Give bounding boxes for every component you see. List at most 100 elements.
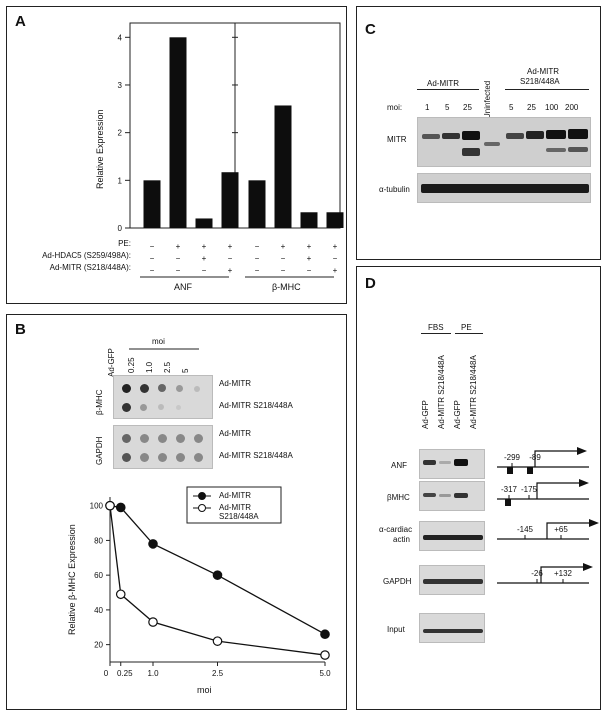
group-ad-mitr: Ad-MITR bbox=[427, 79, 459, 88]
sign-mark: − bbox=[176, 266, 181, 275]
sign-mark: − bbox=[255, 242, 260, 251]
western-tubulin bbox=[417, 173, 591, 203]
arrowhead bbox=[589, 519, 599, 527]
sign-mark: + bbox=[228, 242, 233, 251]
y-tick-label-a: 3 bbox=[118, 81, 123, 90]
panel-a-ylabel: Relative Expression bbox=[95, 109, 105, 189]
group-label-anf: ANF bbox=[174, 282, 192, 292]
x-tick-label-b: 1.0 bbox=[147, 669, 159, 678]
legend-marker-filled bbox=[198, 492, 206, 500]
row-label-pe: PE: bbox=[118, 239, 131, 248]
sign-mark: − bbox=[333, 254, 338, 263]
moi-25b: 25 bbox=[527, 103, 536, 112]
panel-a: A 0 1 2 3 4 − − − + − − + + − + − + − − − + − − + + − + − + Relative… bbox=[6, 6, 347, 304]
moi-5b: 5 bbox=[509, 103, 514, 112]
tss-arrow bbox=[534, 450, 577, 467]
promoter-diagrams: -299 -89 -317 -175 -145 +65 -26 +132 bbox=[497, 447, 599, 584]
sign-mark: − bbox=[281, 254, 286, 263]
x-tick-label-b: 0.25 bbox=[117, 669, 133, 678]
group-fbs: FBS bbox=[428, 323, 444, 332]
sign-mark: + bbox=[307, 242, 312, 251]
panel-b-xlabel: moi bbox=[197, 685, 212, 695]
panel-b-ylabel: Relative β-MHC Expression bbox=[67, 524, 77, 635]
series-line-mitr bbox=[109, 505, 326, 635]
sign-mark: + bbox=[202, 242, 207, 251]
group-ad-mitr-mut-b: S218/448A bbox=[520, 77, 560, 86]
sign-mark: + bbox=[202, 254, 207, 263]
row-d-anf: ANF bbox=[391, 461, 407, 470]
sign-mark: − bbox=[202, 266, 207, 275]
moi-200: 200 bbox=[565, 103, 579, 112]
row-d-input: Input bbox=[387, 625, 405, 634]
gel-bmhc bbox=[419, 481, 485, 511]
y-tick-label-b: 100 bbox=[90, 502, 104, 511]
bar-bmhc bbox=[326, 212, 344, 228]
sign-mark: − bbox=[255, 254, 260, 263]
bar-bmhc bbox=[274, 105, 292, 228]
sign-mark: − bbox=[176, 254, 181, 263]
gel-input bbox=[419, 613, 485, 643]
group-ad-mitr-mut-a: Ad-MITR bbox=[527, 67, 559, 76]
point-mitr-mut bbox=[148, 617, 158, 627]
panel-d-label: D bbox=[365, 275, 376, 292]
panel-a-bar-chart: 0 1 2 3 4 − − − + − − + + − + − + − − − + − − + + − + − + bbox=[118, 22, 344, 278]
actin-box bbox=[546, 522, 593, 539]
position-label: +132 bbox=[554, 569, 573, 578]
y-tick-label-b: 20 bbox=[94, 641, 103, 650]
point-mitr-mut bbox=[212, 636, 223, 646]
point-mitr bbox=[148, 539, 158, 549]
row-d-actin-1: α-cardiac bbox=[379, 525, 413, 534]
dot-blot-gapdh bbox=[113, 425, 213, 469]
bar-bmhc bbox=[300, 212, 318, 228]
tss-arrow bbox=[540, 566, 583, 583]
position-label: -175 bbox=[521, 485, 538, 494]
gel-actin bbox=[419, 521, 485, 551]
moi-1: 1 bbox=[425, 103, 430, 112]
arrowhead bbox=[583, 563, 593, 571]
panel-b-line-chart: 20 40 60 80 100 0 0.25 1.0 2.5 5.0 bbox=[90, 348, 331, 678]
regulatory-element bbox=[505, 499, 511, 506]
legend-mitr-mut-b: S218/448A bbox=[219, 512, 259, 521]
sign-mark: + bbox=[176, 242, 181, 251]
y-tick-label-a: 2 bbox=[118, 129, 123, 138]
y-tick-label-b: 60 bbox=[94, 571, 103, 580]
sign-mark: + bbox=[333, 242, 338, 251]
panel-c: C Ad-MITR Ad-MITR S218/448A Uninfected m… bbox=[356, 6, 601, 260]
moi-prefix: moi: bbox=[387, 103, 403, 112]
row-d-bmhc: βMHC bbox=[387, 493, 410, 502]
gel-anf bbox=[419, 449, 485, 479]
moi-100: 100 bbox=[545, 103, 559, 112]
regulatory-element bbox=[507, 467, 513, 474]
series-line-mitr-mut bbox=[109, 505, 326, 656]
legend-marker-open bbox=[198, 504, 206, 512]
y-tick-label-a: 4 bbox=[118, 33, 123, 42]
arrowhead bbox=[579, 479, 589, 487]
row-label-hdac5: Ad-HDAC5 (S259/498A): bbox=[42, 251, 131, 260]
point-mitr bbox=[115, 502, 126, 513]
bar-bmhc bbox=[248, 180, 266, 228]
legend-mitr-mut-a: Ad-MITR bbox=[219, 503, 251, 512]
x-tick-label-b: 0 bbox=[104, 669, 109, 678]
sign-mark: + bbox=[333, 266, 338, 275]
moi-header: moi bbox=[152, 337, 165, 346]
blot-row-mitr-mut-2: Ad-MITR S218/448A bbox=[219, 451, 293, 460]
x-tick-label-b: 2.5 bbox=[212, 669, 224, 678]
sign-mark: + bbox=[307, 254, 312, 263]
sign-mark: − bbox=[150, 242, 155, 251]
moi-25a: 25 bbox=[463, 103, 472, 112]
row-mitr: MITR bbox=[387, 135, 407, 144]
sign-mark: − bbox=[150, 266, 155, 275]
y-tick-label-a: 1 bbox=[118, 176, 123, 185]
point-mitr bbox=[320, 629, 330, 640]
position-label: -317 bbox=[501, 485, 518, 494]
row-d-gapdh: GAPDH bbox=[383, 577, 412, 586]
dot-blot-bmhc bbox=[113, 375, 213, 419]
y-tick-label-a: 0 bbox=[118, 224, 123, 233]
point-mitr-mut bbox=[320, 650, 330, 660]
panel-a-label: A bbox=[15, 13, 26, 30]
tss-arrow bbox=[536, 482, 579, 499]
legend-mitr: Ad-MITR bbox=[219, 491, 251, 500]
point-mitr-mut bbox=[115, 589, 126, 600]
blot-row-mitr-1: Ad-MITR bbox=[219, 379, 251, 388]
sign-mark: − bbox=[255, 266, 260, 275]
